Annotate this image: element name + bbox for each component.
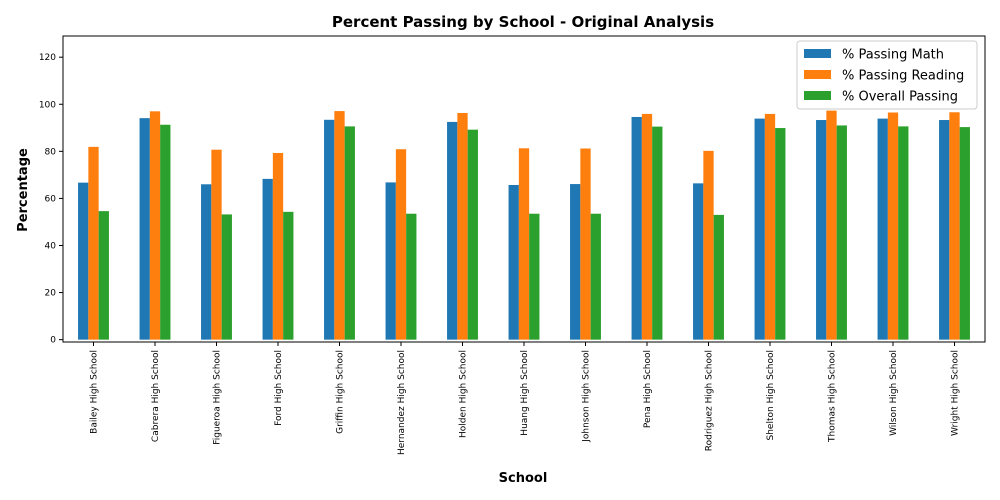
bar — [959, 127, 970, 340]
bar — [826, 110, 837, 340]
bar — [283, 211, 294, 340]
bar — [78, 182, 89, 340]
bar — [98, 211, 109, 340]
bar — [160, 124, 171, 340]
x-tick-label: Johnson High School — [582, 350, 592, 443]
bar — [754, 118, 765, 340]
chart-title: Percent Passing by School - Original Ana… — [332, 13, 714, 31]
legend-swatch — [804, 70, 831, 79]
y-tick-label: 60 — [45, 194, 57, 204]
x-tick-label: Thomas High School — [828, 350, 838, 443]
bar — [262, 178, 273, 340]
legend: % Passing Math % Passing Reading % Overall… — [796, 40, 978, 110]
bar — [836, 125, 847, 340]
bar — [88, 146, 99, 340]
bar — [395, 149, 407, 340]
bar — [467, 129, 478, 340]
x-tick-label: Pena High School — [643, 350, 653, 428]
bar — [764, 113, 776, 340]
legend-label: % Passing Reading — [842, 69, 964, 84]
bar — [139, 118, 150, 340]
bar — [508, 185, 519, 340]
x-axis-label: School — [499, 471, 548, 486]
bar — [652, 126, 663, 340]
x-tick-label: Ford High School — [274, 350, 284, 426]
plot-area: 0 20 40 60 80 100 120 Bailey High School Cabrera… — [39, 35, 986, 455]
y-tick-label: 0 — [50, 336, 56, 346]
bar — [949, 112, 960, 340]
y-tick-label: 120 — [39, 53, 56, 63]
x-tick-label: Rodriguez High School — [705, 350, 715, 451]
bar — [898, 126, 909, 340]
bar — [641, 113, 653, 340]
bar — [518, 148, 530, 340]
bar — [385, 182, 396, 340]
x-tick-label: Shelton High School — [766, 350, 776, 440]
y-tick-label: 80 — [45, 147, 57, 157]
x-tick-label: Cabrera High School — [151, 350, 161, 442]
bar — [201, 184, 212, 340]
bar — [272, 152, 284, 340]
bar — [149, 111, 161, 340]
bar — [334, 111, 345, 340]
y-tick-label: 100 — [39, 100, 56, 110]
bar — [447, 121, 458, 340]
bar — [939, 120, 950, 340]
x-tick-label: Huang High School — [520, 350, 530, 436]
bar — [406, 213, 417, 340]
bar — [324, 119, 335, 340]
legend-label: % Passing Math — [842, 48, 944, 63]
x-tick-label: Wright High School — [951, 350, 961, 436]
y-tick-label: 40 — [45, 241, 57, 251]
bar — [713, 214, 724, 340]
y-axis-label: Percentage — [16, 148, 31, 232]
bar — [221, 214, 232, 340]
x-tick-label: Bailey High School — [90, 350, 100, 434]
legend-swatch — [804, 91, 831, 100]
y-tick-label: 20 — [45, 289, 57, 299]
bar — [816, 120, 827, 340]
bar — [693, 183, 704, 340]
bar — [344, 126, 355, 340]
bar — [887, 112, 899, 340]
x-tick-label: Hernandez High School — [397, 350, 407, 455]
legend-label: % Overall Passing — [842, 90, 958, 105]
bar — [457, 112, 468, 340]
bar — [570, 184, 581, 340]
legend-box — [796, 40, 978, 110]
bar — [529, 213, 540, 340]
x-tick-label: Holden High School — [459, 350, 469, 438]
bar — [580, 148, 591, 340]
x-tick-label: Wilson High School — [889, 350, 899, 436]
bar — [775, 128, 786, 340]
x-tick-label: Figueroa High School — [213, 350, 223, 445]
bar — [703, 150, 714, 340]
bar — [211, 149, 222, 340]
x-tick-label: Griffin High School — [336, 350, 346, 434]
legend-swatch — [804, 49, 831, 58]
bar — [877, 118, 888, 340]
bar — [590, 213, 601, 340]
bar — [631, 116, 642, 340]
